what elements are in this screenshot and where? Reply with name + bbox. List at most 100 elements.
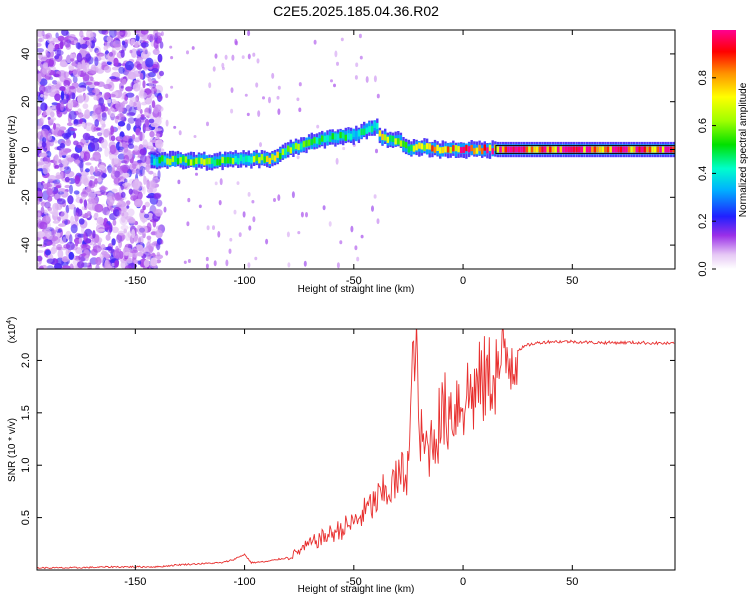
spectrogram-noise-cell: [120, 49, 125, 58]
spectrogram-ridge-cell: [661, 146, 665, 153]
spectrogram-noise-cell: [139, 131, 143, 142]
spectrogram-noise-cell: [157, 53, 163, 63]
spectrogram-speckle: [230, 87, 234, 93]
spectrogram-noise-cell: [117, 200, 122, 205]
spectrogram-noise-cell: [119, 82, 124, 92]
spectrogram-noise-cell: [132, 134, 136, 140]
spectrogram-ridge-cell: [536, 146, 539, 153]
spectrogram-noise-cell: [140, 114, 145, 118]
spectrogram-noise-cell: [128, 138, 133, 143]
spectrogram-noise-cell: [55, 82, 61, 90]
spectrogram-ridge-cell: [195, 157, 198, 164]
colorbar-tick-label: 0.0: [697, 261, 709, 276]
spectrogram-noise-cell: [85, 168, 90, 173]
spectrogram-noise-cell: [62, 265, 71, 269]
spectrogram-noise-cell: [106, 93, 116, 98]
spectrogram-noise-cell: [48, 210, 56, 214]
spectrogram-noise-cell: [40, 94, 44, 98]
spectrogram-noise-cell: [69, 234, 73, 244]
spectrogram-noise-cell: [111, 238, 116, 246]
spectrogram-noise-cell: [37, 59, 42, 67]
spectrogram-speckle: [376, 93, 380, 99]
spectrogram-noise-cell: [65, 54, 72, 64]
snr-scale-exponent: 4: [6, 320, 13, 324]
spectrogram-noise-cell: [60, 71, 65, 78]
y-tick-label: 20: [20, 96, 32, 108]
spectrogram-ridge-cell: [339, 132, 342, 139]
spectrogram-noise-cell: [123, 145, 129, 153]
spectrogram-speckle: [214, 181, 218, 186]
spectrogram-noise-cell: [57, 249, 64, 259]
spectrogram-speckle: [248, 225, 252, 231]
spectrogram-speckle: [340, 37, 344, 42]
spectrogram-noise-cell: [139, 148, 147, 156]
spectrogram-ridge-cell: [150, 156, 153, 163]
spectrogram-noise-cell: [153, 193, 161, 200]
spectrogram-noise-cell: [43, 209, 48, 215]
spectrogram-noise-cell: [103, 92, 110, 100]
spectrogram-speckle: [231, 54, 235, 61]
spectrogram-noise-cell: [126, 111, 136, 117]
spectrogram-noise-cell: [37, 262, 40, 268]
spectrogram-noise-cell: [143, 175, 147, 185]
spectrogram-ridge-cell: [218, 159, 222, 166]
spectrogram-speckle: [229, 237, 233, 242]
spectrogram-noise-cell: [127, 143, 135, 149]
spectrogram-noise-cell: [65, 170, 75, 178]
spectrogram-ridge-cell: [467, 146, 471, 153]
spectrogram-noise-cell: [84, 109, 91, 119]
spectrogram-noise-cell: [106, 211, 110, 216]
spectrogram-noise-cell: [103, 83, 112, 90]
spectrogram-speckle: [251, 200, 255, 204]
spectrogram-noise-cell: [92, 111, 98, 115]
spectrogram-noise-cell: [155, 37, 161, 44]
spectrogram-speckle: [277, 85, 281, 90]
colorbar-tick-label: 0.8: [697, 70, 709, 85]
spectrogram-ridge-cell: [208, 158, 211, 165]
spectrogram-ridge-cell: [551, 146, 555, 153]
spectrogram-noise-cell: [103, 45, 109, 51]
spectrogram-ridge-cell: [583, 146, 586, 153]
spectrogram-speckle: [360, 234, 364, 239]
spectrogram-noise-cell: [50, 111, 55, 118]
spectrogram-noise-cell: [65, 139, 71, 147]
snr-scale-label: (x104): [6, 317, 18, 344]
spectrogram-noise-cell: [146, 235, 152, 240]
spectrogram-noise-cell: [105, 234, 111, 241]
spectrogram-noise-cell: [106, 246, 113, 251]
spectrogram-noise-cell: [154, 254, 164, 260]
spectrogram-noise-cell: [145, 57, 154, 68]
spectrogram-ridge-cell: [271, 153, 274, 161]
spectrogram-speckle: [242, 211, 246, 218]
spectrogram-noise-cell: [141, 101, 147, 106]
spectrogram-speckle: [170, 56, 174, 60]
spectrogram-speckle: [298, 82, 302, 87]
spectrogram-noise-cell: [85, 53, 92, 62]
spectrogram-noise-cell: [96, 222, 101, 226]
spectrogram-noise-cell: [54, 93, 61, 102]
spectrogram-noise-cell: [41, 114, 45, 123]
spectrogram-ridge-cell: [402, 140, 405, 147]
spectrogram-speckle: [335, 157, 339, 165]
spectrogram-noise-cell: [76, 142, 85, 149]
spectrogram-noise-cell: [51, 229, 56, 236]
spectrogram-ridge-cell: [155, 159, 159, 166]
spectrogram-noise-cell: [91, 141, 100, 152]
spectrogram-ridge-cell: [504, 146, 507, 153]
spectrogram-ridge-cell: [200, 157, 203, 165]
spectrogram-noise-cell: [111, 262, 116, 267]
spectrogram-noise-cell: [126, 123, 131, 131]
spectrogram-noise-cell: [70, 58, 75, 62]
spectrogram-noise-cell: [132, 149, 142, 155]
spectrogram-noise-cell: [108, 51, 114, 57]
spectrogram-noise-cell: [139, 116, 147, 120]
spectrogram-noise-cell: [97, 177, 102, 183]
spectrogram-speckle: [375, 148, 378, 154]
spectrogram-noise-cell: [114, 170, 121, 178]
snr-plot-area: [37, 329, 675, 570]
spectrogram-ridge-cell: [549, 146, 552, 153]
spectrogram-ridge-cell: [533, 146, 536, 153]
spectrogram-noise-cell: [70, 53, 76, 59]
spectrogram-noise-cell: [150, 257, 158, 267]
spectrogram-ridge-cell: [307, 139, 311, 146]
